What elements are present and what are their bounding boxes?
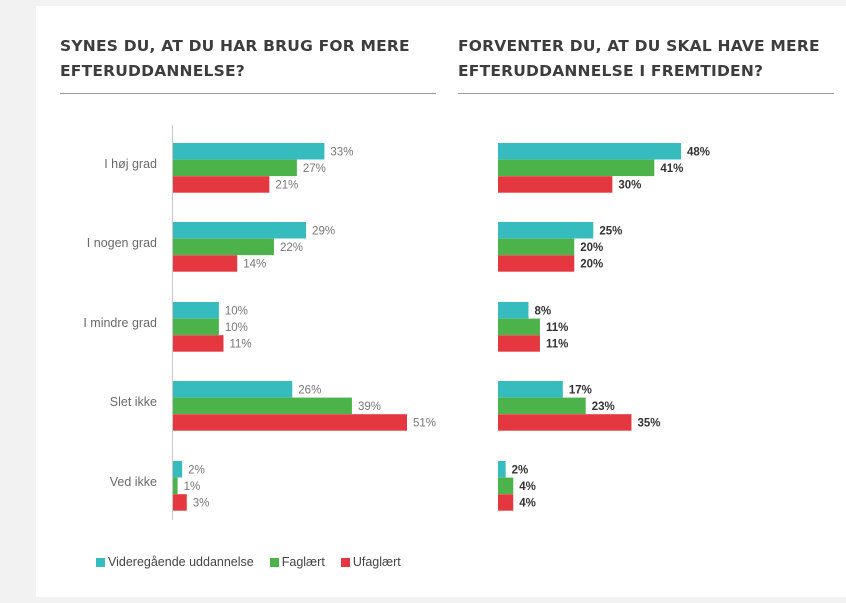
right-bar-slet-ikke-ufaglaert [498, 414, 632, 431]
left-bar-ved-ikke-ufaglaert [173, 494, 187, 511]
right-bar-ved-ikke-videregaaende-uddannelse [498, 461, 506, 478]
left-bar-i-mindre-grad-videregaaende-uddannelse [173, 302, 219, 319]
left-value-label-i-nogen-grad-faglaert: 22% [280, 242, 303, 254]
right-bar-ved-ikke-faglaert [498, 477, 514, 495]
legend: Videregående uddannelse Faglært Ufaglært [96, 555, 401, 569]
left-bar-i-nogen-grad-faglaert [173, 238, 274, 256]
frame-top-border [0, 0, 846, 6]
right-bar-i-hoej-grad-faglaert [498, 159, 655, 177]
right-value-label-slet-ikke-ufaglaert: 35% [637, 418, 660, 430]
right-value-label-slet-ikke-faglaert: 23% [592, 401, 615, 413]
left-bar-slet-ikke-faglaert [173, 397, 352, 415]
right-bar-i-mindre-grad-videregaaende-uddannelse [498, 302, 529, 319]
right-value-label-ved-ikke-videregaaende-uddannelse: 2% [512, 465, 529, 477]
left-value-label-i-hoej-grad-faglaert: 27% [303, 163, 326, 175]
legend-label-ufaglaert: Ufaglært [352, 555, 401, 569]
left-bar-slet-ikke-videregaaende-uddannelse [173, 381, 293, 398]
left-bar-slet-ikke-ufaglaert [173, 414, 407, 431]
legend-item-ufaglaert: Ufaglært [340, 555, 401, 569]
left-bar-i-nogen-grad-ufaglaert [173, 255, 238, 272]
right-bar-slet-ikke-videregaaende-uddannelse [498, 381, 563, 398]
category-label-i-nogen-grad: I nogen grad [87, 236, 157, 250]
left-bar-i-nogen-grad-videregaaende-uddannelse [173, 222, 307, 239]
right-value-label-ved-ikke-faglaert: 4% [519, 481, 536, 493]
right-value-label-i-mindre-grad-faglaert: 11% [546, 322, 568, 334]
left-chart-title: SYNES DU, AT DU HAR BRUG FOR MERE EFTERU… [60, 34, 410, 84]
right-value-label-i-mindre-grad-videregaaende-uddannelse: 8% [535, 306, 552, 318]
right-value-label-i-nogen-grad-faglaert: 20% [580, 242, 603, 254]
category-label-ved-ikke: Ved ikke [110, 475, 157, 489]
left-value-label-i-mindre-grad-ufaglaert: 11% [229, 339, 251, 351]
right-value-label-ved-ikke-ufaglaert: 4% [519, 498, 536, 510]
left-bar-i-hoej-grad-videregaaende-uddannelse [173, 143, 325, 160]
right-title-rule [458, 93, 834, 94]
legend-swatch-faglaert [269, 557, 279, 567]
right-value-label-slet-ikke-videregaaende-uddannelse: 17% [569, 385, 592, 397]
left-chart-title-line-1: SYNES DU, AT DU HAR BRUG FOR MERE [60, 37, 410, 55]
left-bar-i-mindre-grad-ufaglaert [173, 335, 224, 352]
left-value-label-slet-ikke-faglaert: 39% [358, 401, 381, 413]
right-bar-i-nogen-grad-faglaert [498, 238, 575, 256]
frame-left-border [0, 0, 36, 603]
left-value-label-i-hoej-grad-videregaaende-uddannelse: 33% [330, 147, 353, 159]
left-value-label-i-mindre-grad-faglaert: 10% [225, 322, 248, 334]
category-label-i-mindre-grad: I mindre grad [83, 316, 157, 330]
right-bar-slet-ikke-faglaert [498, 397, 586, 415]
right-value-label-i-nogen-grad-ufaglaert: 20% [580, 259, 603, 271]
legend-label-videregaaende: Videregående uddannelse [108, 555, 254, 569]
right-value-label-i-hoej-grad-ufaglaert: 30% [618, 180, 641, 192]
left-value-label-i-nogen-grad-ufaglaert: 14% [243, 259, 266, 271]
left-bar-i-hoej-grad-faglaert [173, 159, 297, 177]
right-bar-i-mindre-grad-faglaert [498, 318, 540, 336]
legend-item-videregaaende: Videregående uddannelse [96, 555, 254, 569]
right-bar-i-hoej-grad-ufaglaert [498, 176, 613, 193]
right-chart-title: FORVENTER DU, AT DU SKAL HAVE MERE EFTER… [458, 34, 820, 84]
left-chart-title-line-2: EFTERUDDANNELSE? [60, 62, 245, 80]
right-value-label-i-mindre-grad-ufaglaert: 11% [546, 339, 568, 351]
right-value-label-i-nogen-grad-videregaaende-uddannelse: 25% [599, 226, 622, 238]
left-value-label-i-hoej-grad-ufaglaert: 21% [275, 180, 298, 192]
left-title-rule [60, 93, 436, 94]
left-bar-ved-ikke-videregaaende-uddannelse [173, 461, 183, 478]
legend-swatch-ufaglaert [340, 557, 350, 567]
frame-bottom-border [0, 597, 846, 603]
left-value-label-ved-ikke-ufaglaert: 3% [193, 498, 210, 510]
right-bar-i-mindre-grad-ufaglaert [498, 335, 540, 352]
right-chart-title-line-2: EFTERUDDANNELSE I FREMTIDEN? [458, 62, 764, 80]
legend-swatch-videregaaende [96, 557, 105, 567]
legend-label-faglaert: Faglært [281, 555, 325, 569]
right-bar-i-hoej-grad-videregaaende-uddannelse [498, 143, 681, 160]
category-label-i-hoej-grad: I høj grad [104, 157, 157, 171]
left-bar-i-mindre-grad-faglaert [173, 318, 219, 336]
left-value-label-i-mindre-grad-videregaaende-uddannelse: 10% [225, 306, 248, 318]
left-bar-ved-ikke-faglaert [173, 477, 178, 495]
legend-item-faglaert: Faglært [269, 555, 325, 569]
left-value-label-slet-ikke-videregaaende-uddannelse: 26% [298, 385, 321, 397]
left-value-label-ved-ikke-videregaaende-uddannelse: 2% [188, 465, 205, 477]
right-value-label-i-hoej-grad-faglaert: 41% [660, 163, 683, 175]
left-value-label-slet-ikke-ufaglaert: 51% [413, 418, 436, 430]
left-value-label-i-nogen-grad-videregaaende-uddannelse: 29% [312, 226, 335, 238]
left-value-label-ved-ikke-faglaert: 1% [184, 481, 201, 493]
right-value-label-i-hoej-grad-videregaaende-uddannelse: 48% [687, 147, 710, 159]
right-bar-i-nogen-grad-videregaaende-uddannelse [498, 222, 594, 239]
right-bar-i-nogen-grad-ufaglaert [498, 255, 575, 272]
right-bar-ved-ikke-ufaglaert [498, 494, 514, 511]
right-chart-title-line-1: FORVENTER DU, AT DU SKAL HAVE MERE [458, 37, 820, 55]
left-bar-i-hoej-grad-ufaglaert [173, 176, 270, 193]
category-label-slet-ikke: Slet ikke [110, 395, 157, 409]
